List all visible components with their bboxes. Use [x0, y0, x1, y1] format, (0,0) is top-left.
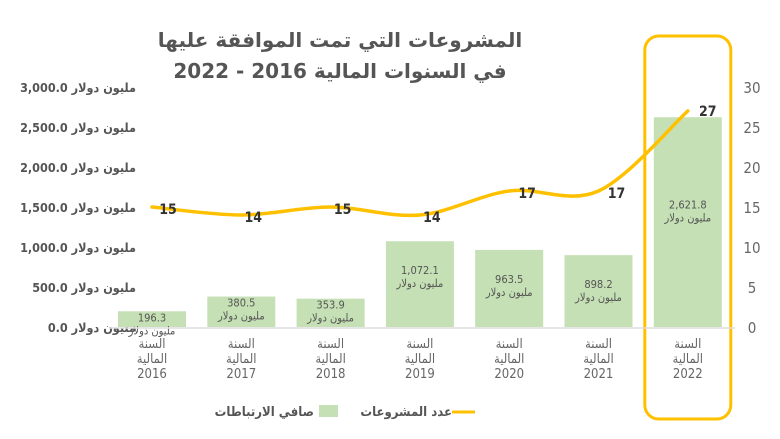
- left-axis-tick: 1,500.0 مليون دولار: [20, 200, 136, 215]
- category-label: السنة: [138, 337, 165, 352]
- category-label: 2022: [673, 367, 703, 382]
- category-label: السنة: [674, 337, 701, 352]
- category-label: 2016: [137, 367, 167, 382]
- line-point-label: 17: [518, 186, 536, 202]
- category-label: المالية: [405, 352, 436, 367]
- bar-unit-label: مليون دولار: [663, 211, 711, 224]
- bar-unit-label: مليون دولار: [485, 286, 533, 299]
- bar: [564, 255, 633, 327]
- bar: [118, 311, 186, 327]
- right-axis-tick: 5: [748, 279, 757, 297]
- bar-value-label: 898.2: [584, 278, 612, 291]
- chart-title-line-2: في السنوات المالية 2016 - 2022: [173, 59, 506, 84]
- category-label: السنة: [228, 337, 255, 352]
- right-axis-tick: 30: [743, 79, 760, 97]
- bar-unit-label: مليون دولار: [306, 312, 354, 325]
- bar-value-label: 1,072.1: [401, 264, 439, 277]
- line-point-label: 15: [334, 202, 352, 218]
- bar-value-label: 380.5: [227, 297, 255, 310]
- bar-value-label: 2,621.8: [669, 198, 707, 211]
- legend-label-line: عدد المشروعات: [360, 405, 452, 420]
- left-axis-tick: 2,000.0 مليون دولار: [20, 160, 136, 175]
- legend-swatch-bars: [319, 405, 338, 417]
- bar-value-label: 963.5: [495, 273, 523, 286]
- left-axis-tick: 2,500.0 مليون دولار: [20, 120, 136, 135]
- legend-label-bars: صافي الارتباطات: [215, 405, 314, 420]
- category-label: 2021: [584, 367, 614, 382]
- bar: [653, 117, 722, 327]
- category-label: المالية: [494, 352, 525, 367]
- category-label: 2017: [226, 367, 256, 382]
- category-label: 2018: [316, 367, 346, 382]
- bar-unit-label: مليون دولار: [396, 277, 444, 290]
- left-axis-tick: 500.0 مليون دولار: [32, 280, 136, 295]
- chart-title-line-1: المشروعات التي تمت الموافقة عليها: [158, 28, 522, 53]
- bar-value-label: 196.3: [138, 311, 166, 324]
- line-point-label: 15: [159, 202, 177, 218]
- line-point-label: 17: [608, 186, 626, 202]
- category-label: السنة: [317, 337, 344, 352]
- bar: [475, 249, 544, 327]
- right-axis-tick: 20: [743, 159, 760, 177]
- right-axis-tick: 10: [743, 239, 760, 257]
- line-point-label: 14: [245, 210, 263, 226]
- category-label: المالية: [315, 352, 346, 367]
- category-label: المالية: [673, 352, 704, 367]
- bar: [207, 296, 276, 327]
- category-label: 2020: [494, 367, 524, 382]
- bar-value-label: 353.9: [316, 299, 344, 312]
- category-label: المالية: [137, 352, 168, 367]
- left-axis-tick: 1,000.0 مليون دولار: [20, 240, 136, 255]
- line-point-label: 14: [423, 210, 441, 226]
- highlight-box: [643, 34, 733, 421]
- category-label: 2019: [405, 367, 435, 382]
- category-label: المالية: [226, 352, 257, 367]
- left-axis-tick: 3,000.0 مليون دولار: [20, 80, 136, 95]
- category-label: السنة: [496, 337, 523, 352]
- right-axis-tick: 0: [748, 319, 757, 337]
- bar: [385, 241, 454, 327]
- line-point-label: 27: [699, 104, 717, 120]
- left-axis-tick: 0.0 مليون دولار: [48, 320, 136, 335]
- category-label: المالية: [583, 352, 614, 367]
- bar: [296, 298, 365, 327]
- right-axis-tick: 15: [743, 199, 760, 217]
- right-axis-tick: 25: [743, 119, 760, 137]
- category-label: السنة: [585, 337, 612, 352]
- bar-unit-label: مليون دولار: [217, 310, 265, 323]
- bar-unit-label: مليون دولار: [574, 291, 622, 304]
- bar-unit-label: مليون دولار: [128, 324, 176, 337]
- category-label: السنة: [406, 337, 433, 352]
